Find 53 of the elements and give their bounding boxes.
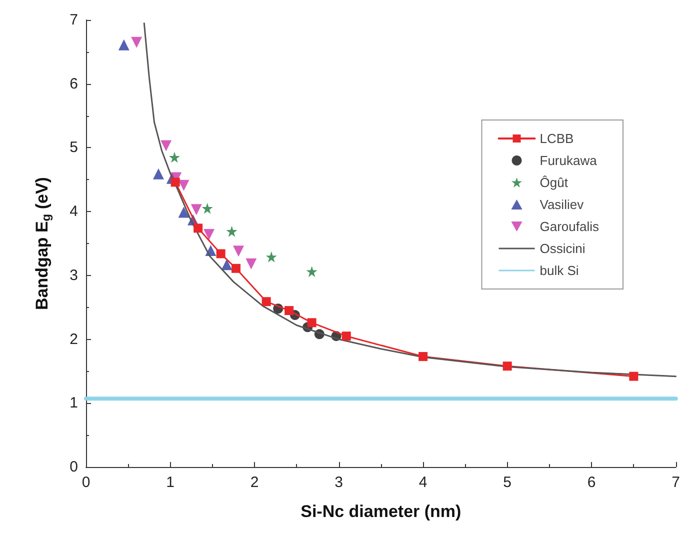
legend-label: Vasiliev: [540, 197, 584, 212]
point: [226, 226, 238, 237]
y-tick-label: 0: [70, 458, 78, 476]
legend-label: LCBB: [540, 131, 574, 146]
point: [131, 36, 142, 48]
point: [502, 362, 512, 371]
point: [118, 39, 130, 50]
y-tick-label: 1: [70, 394, 78, 412]
y-tick-label: 5: [70, 139, 78, 156]
point: [168, 152, 180, 163]
point: [629, 372, 638, 381]
y-tick-label: 2: [70, 330, 78, 348]
legend-label: Ôgût: [540, 175, 568, 190]
x-tick-label: 0: [82, 474, 90, 491]
point: [190, 204, 202, 216]
x-tick-label: 4: [418, 474, 428, 491]
point: [216, 249, 226, 258]
point: [418, 352, 428, 362]
point: [233, 246, 244, 257]
legend-label: bulk Si: [540, 263, 579, 278]
legend-label: Ossicini: [540, 241, 586, 256]
y-tick-label: 4: [70, 203, 78, 220]
point: [202, 202, 213, 214]
line-series: [143, 22, 677, 378]
point: [204, 229, 215, 240]
point: [262, 297, 271, 306]
y-tick-label: 7: [70, 12, 78, 28]
x-axis-title: Si-Nc diameter (nm): [300, 502, 462, 521]
y-tick-label: 6: [70, 75, 78, 92]
point: [178, 206, 190, 218]
x-tick-label: 6: [587, 474, 596, 491]
legend-label: Garoufalis: [540, 219, 600, 234]
point: [342, 332, 351, 341]
point: [284, 306, 294, 316]
x-tick-label: 3: [334, 474, 343, 491]
point: [307, 318, 316, 328]
legend-label: Furukawa: [540, 153, 598, 168]
x-tick-label: 7: [672, 474, 680, 491]
point: [266, 251, 277, 262]
x-tick-label: 2: [250, 474, 259, 491]
point: [152, 168, 164, 180]
point: [221, 259, 232, 270]
point: [246, 258, 257, 270]
point: [170, 178, 180, 187]
y-axis-title: Bandgap Eg (eV): [32, 177, 53, 310]
point: [231, 264, 240, 273]
point: [194, 224, 203, 233]
x-tick-label: 1: [166, 474, 174, 491]
y-tick-label: 3: [70, 266, 78, 284]
point: [306, 266, 318, 278]
point: [160, 140, 172, 152]
x-tick-label: 5: [503, 474, 512, 491]
point: [178, 180, 190, 191]
